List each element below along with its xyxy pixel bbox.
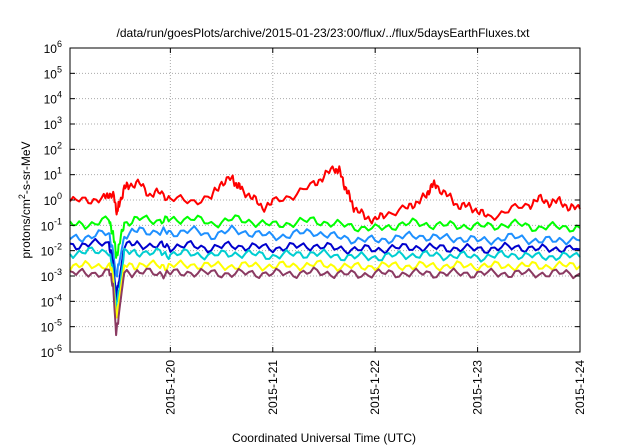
x-tick-label: 2015-1-22 [368,360,382,415]
y-tick-label: 100 [44,191,62,208]
y-tick-label: 101 [44,166,62,183]
y-tick-exp: -3 [54,267,62,277]
y-tick-exp: -1 [54,216,62,226]
y-tick-base: 10 [41,295,55,309]
y-tick-label: 102 [44,140,62,157]
y-tick-exp: 6 [57,39,62,49]
y-tick-exp: 4 [57,90,62,100]
series-line-6 [69,266,581,337]
series-layer [69,165,581,337]
y-tick-base: 10 [41,245,55,259]
y-tick-exp: 0 [57,191,62,201]
y-tick-exp: -6 [54,343,62,353]
y-tick-label: 105 [44,64,62,81]
y-axis-label: protons/cm2-s-sr-MeV [17,141,33,258]
chart-title: /data/run/goesPlots/archive/2015-01-23/2… [117,26,531,40]
y-tick-base: 10 [44,169,58,183]
y-axis-label-base: protons/cm [19,199,33,258]
y-tick-exp: -5 [54,318,62,328]
y-tick-label: 106 [44,39,62,56]
y-tick-label: 10-6 [41,343,62,360]
x-tick-label: 2015-1-23 [471,360,485,415]
y-tick-exp: -4 [54,292,62,302]
series-line-2 [69,224,581,278]
y-axis: 10-610-510-410-310-210-11001011021031041… [41,39,580,360]
y-tick-base: 10 [44,42,58,56]
y-tick-base: 10 [44,194,58,208]
series-line-4 [69,246,581,312]
y-tick-base: 10 [41,219,55,233]
y-tick-label: 10-4 [41,292,62,309]
x-axis: 2015-1-20 2015-1-21 2015-1-22 2015-1-23 2015… [163,48,587,415]
y-tick-exp: 3 [57,115,62,125]
y-tick-base: 10 [44,118,58,132]
x-axis-label: Coordinated Universal Time (UTC) [232,431,416,445]
y-axis-label-rest: -s-sr-MeV [19,141,33,194]
y-tick-label: 103 [44,115,62,132]
y-tick-label: 104 [44,90,62,107]
y-tick-label: 10-5 [41,318,62,335]
x-tick-label: 2015-1-21 [266,360,280,415]
y-tick-exp: 2 [57,140,62,150]
series-line-0 [69,165,581,225]
series-line-1 [69,214,581,259]
x-tick-label: 2015-1-20 [163,360,177,415]
y-tick-label: 10-1 [41,216,62,233]
y-axis-label-sup: 2 [17,194,27,199]
y-tick-exp: 5 [57,64,62,74]
y-tick-exp: 1 [57,166,62,176]
grid [70,48,580,352]
y-tick-base: 10 [44,67,58,81]
series-line-3 [69,237,581,301]
y-tick-base: 10 [44,143,58,157]
x-tick-label: 2015-1-24 [573,360,587,415]
y-tick-label: 10-3 [41,267,62,284]
y-tick-label: 10-2 [41,242,62,259]
y-tick-base: 10 [41,321,55,335]
y-tick-base: 10 [44,93,58,107]
series-line-5 [69,259,581,319]
y-tick-exp: -2 [54,242,62,252]
y-tick-base: 10 [41,270,55,284]
y-tick-base: 10 [41,346,55,360]
